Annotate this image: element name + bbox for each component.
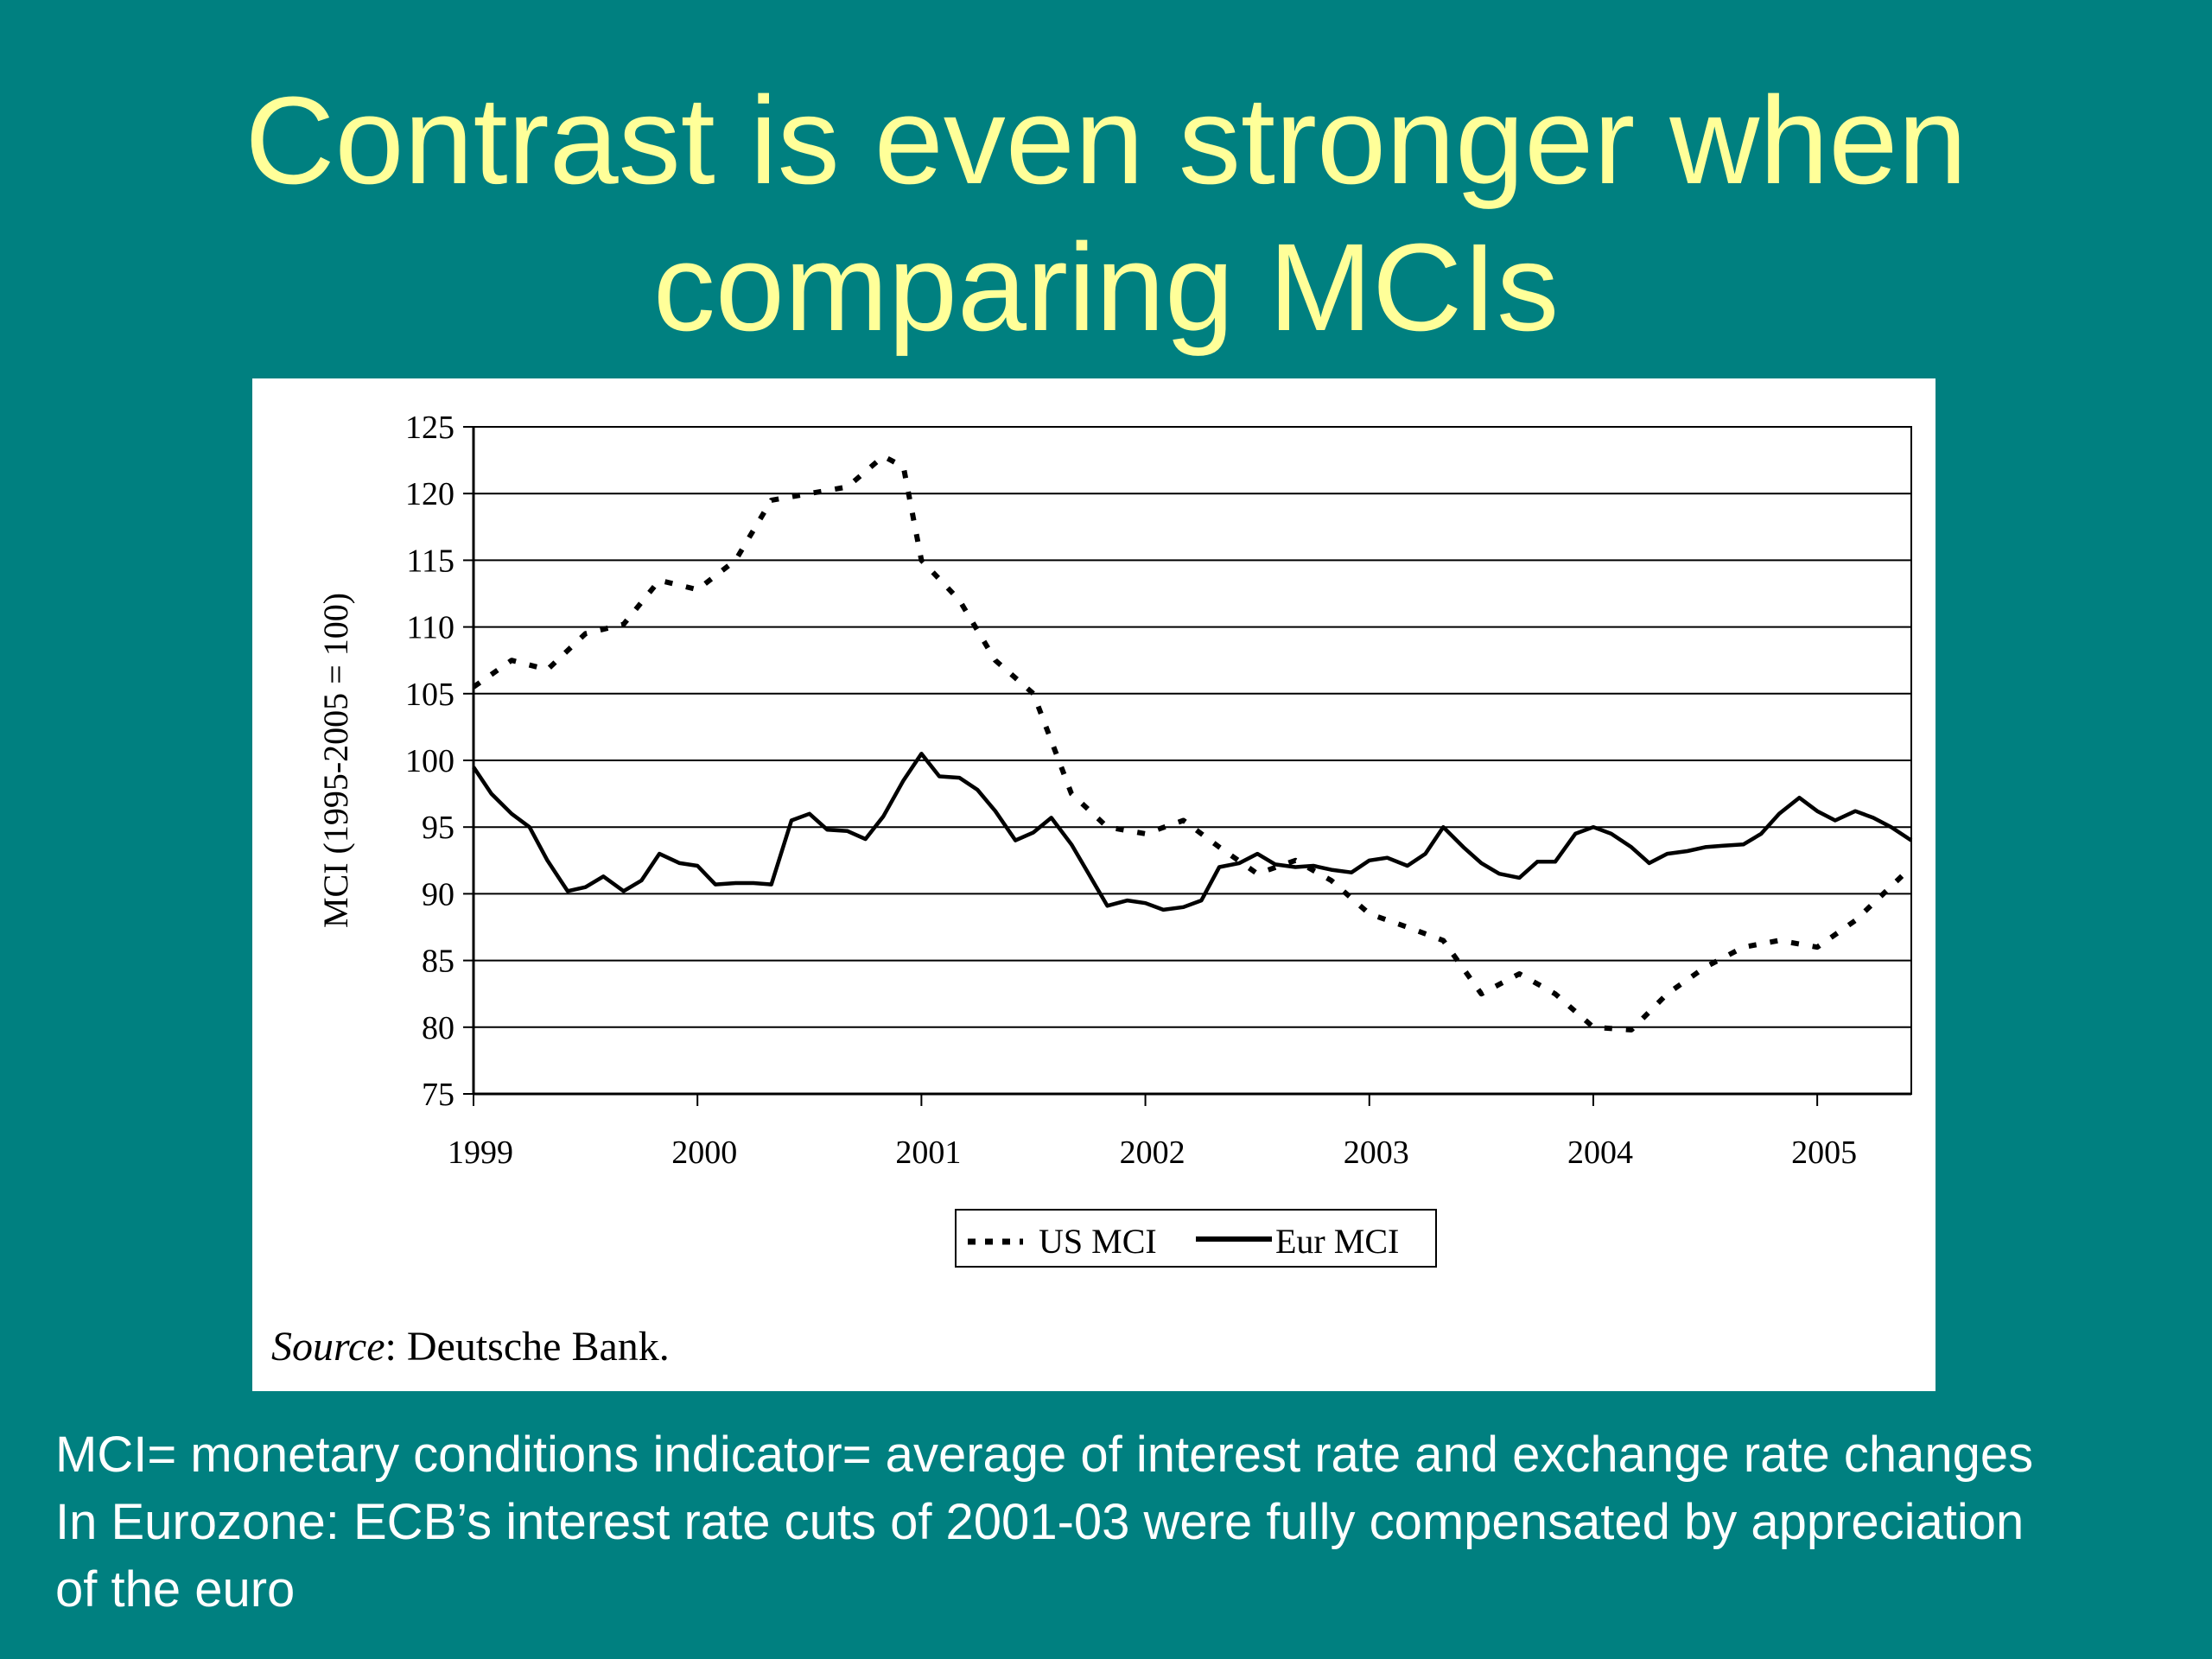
y-tick-label: 75 [422, 1077, 454, 1113]
caption-line-1: MCI= monetary conditions indicator= aver… [55, 1427, 2034, 1483]
chart-legend: US MCI Eur MCI [955, 1209, 1437, 1268]
caption-line-3: of the euro [55, 1561, 296, 1618]
x-tick-label: 2004 [1567, 1135, 1633, 1171]
series-line-us-mci [472, 454, 1914, 1033]
source-label: Source [271, 1324, 385, 1370]
slide-caption: MCI= monetary conditions indicator= aver… [55, 1421, 2198, 1624]
x-tick-label: 2005 [1791, 1135, 1857, 1171]
title-line-2: comparing MCIs [652, 218, 1560, 357]
legend-label-us-mci: US MCI [1039, 1222, 1157, 1261]
y-tick-label: 105 [405, 677, 454, 713]
x-tick-label: 1999 [448, 1135, 513, 1171]
title-line-1: Contrast is even stronger when [245, 71, 1967, 210]
mci-line-chart: 75 80 85 90 95 100 105 110 115 120 125 1999 2000 2001… [271, 410, 1914, 1370]
y-tick-label: 115 [406, 543, 454, 579]
y-tick-label: 85 [422, 944, 454, 980]
y-tick-label: 125 [405, 410, 454, 446]
x-tick-label: 2002 [1120, 1135, 1185, 1171]
y-tick-label: 80 [422, 1010, 454, 1046]
chart-source: Source: Deutsche Bank. [271, 1324, 670, 1370]
y-tick-label: 100 [405, 743, 454, 779]
y-tick-label: 120 [405, 476, 454, 512]
x-tick-label: 2003 [1344, 1135, 1409, 1171]
chart-panel: 75 80 85 90 95 100 105 110 115 120 125 1999 2000 2001… [252, 378, 1936, 1391]
y-tick-label: 110 [406, 610, 454, 646]
source-text: : Deutsche Bank. [385, 1324, 670, 1370]
y-tick-label: 95 [422, 810, 454, 846]
series-line-eur-mci [472, 752, 1913, 912]
slide-title: Contrast is even stronger when comparing… [0, 67, 2212, 361]
x-tick-label: 2000 [671, 1135, 737, 1171]
y-axis-label: MCI (1995-2005 = 100) [316, 593, 355, 928]
y-tick-label: 90 [422, 876, 454, 912]
legend-label-eur-mci: Eur MCI [1275, 1222, 1399, 1261]
x-tick-label: 2001 [895, 1135, 961, 1171]
caption-line-2: In Eurozone: ECB’s interest rate cuts of… [55, 1494, 2024, 1550]
